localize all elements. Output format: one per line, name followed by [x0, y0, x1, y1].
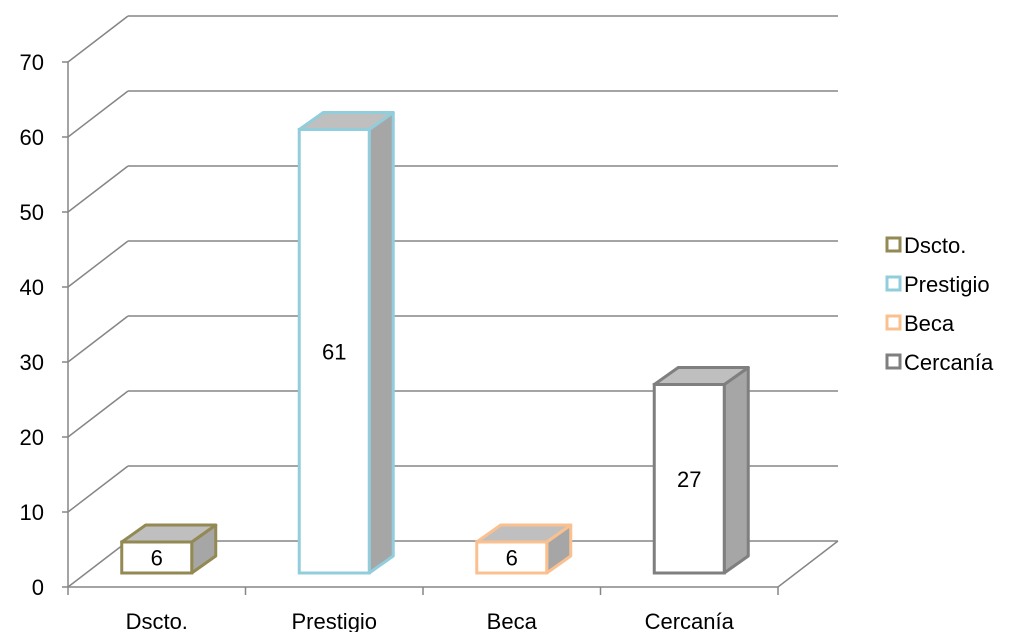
legend-label: Cercanía — [904, 350, 994, 375]
gridline-side — [67, 15, 129, 63]
bar-Beca: 6 — [475, 523, 573, 575]
gridline-70 — [67, 15, 838, 63]
bars: 6 61 6 27 — [120, 111, 750, 575]
legend-label: Prestigio — [904, 272, 990, 297]
y-tick-label: 0 — [32, 575, 44, 600]
y-tick-label: 60 — [20, 125, 44, 150]
legend-swatch — [885, 275, 902, 292]
data-label: 6 — [506, 546, 518, 571]
gridline-side — [67, 240, 129, 288]
x-tick-label: Beca — [487, 609, 538, 632]
x-tick-label: Dscto. — [126, 609, 188, 632]
gridline-side — [67, 540, 129, 588]
gridline-side — [67, 315, 129, 363]
data-label: 27 — [677, 467, 701, 492]
gridline-60 — [67, 90, 838, 138]
legend-item-Beca: Beca — [885, 311, 955, 336]
gridline-side — [67, 390, 129, 438]
y-tick-label: 40 — [20, 275, 44, 300]
legend-swatch — [885, 236, 902, 253]
bar-Prestigio: 61 — [297, 111, 395, 575]
legend-swatch — [885, 353, 902, 370]
y-tick-label: 20 — [20, 425, 44, 450]
gridline-side — [67, 165, 129, 213]
legend-item-Dscto.: Dscto. — [885, 233, 966, 258]
y-axis-ticks: 0 10 20 30 40 50 60 70 — [20, 50, 68, 600]
bar-side-face — [367, 111, 395, 575]
gridline-40 — [67, 240, 838, 288]
bar-Cercanía: 27 — [652, 366, 750, 575]
legend-item-Prestigio: Prestigio — [885, 272, 990, 297]
legend: Dscto. Prestigio Beca Cercanía — [885, 233, 994, 375]
gridlines — [67, 15, 838, 588]
gridline-side — [67, 90, 129, 138]
x-tick-label: Cercanía — [645, 609, 735, 632]
legend-item-Cercanía: Cercanía — [885, 350, 994, 375]
x-tick-label: Prestigio — [291, 609, 377, 632]
legend-label: Dscto. — [904, 233, 966, 258]
legend-label: Beca — [904, 311, 955, 336]
bar-front-face — [475, 540, 549, 575]
bar-front-face — [297, 128, 371, 575]
y-tick-label: 70 — [20, 50, 44, 75]
gridline-side — [67, 465, 129, 513]
gridline-50 — [67, 165, 838, 213]
legend-swatch — [885, 314, 902, 331]
bar-side-face — [722, 366, 750, 575]
bar-front-face — [120, 540, 194, 575]
x-axis-ticks: Dscto. Prestigio Beca Cercanía — [67, 587, 779, 632]
data-label: 61 — [322, 339, 346, 364]
bar-front-face — [652, 383, 726, 575]
bar-Dscto.: 6 — [120, 523, 218, 575]
y-tick-label: 10 — [20, 500, 44, 525]
y-tick-label: 30 — [20, 350, 44, 375]
gridline-30 — [67, 315, 838, 363]
data-label: 6 — [151, 546, 163, 571]
y-tick-label: 50 — [20, 200, 44, 225]
